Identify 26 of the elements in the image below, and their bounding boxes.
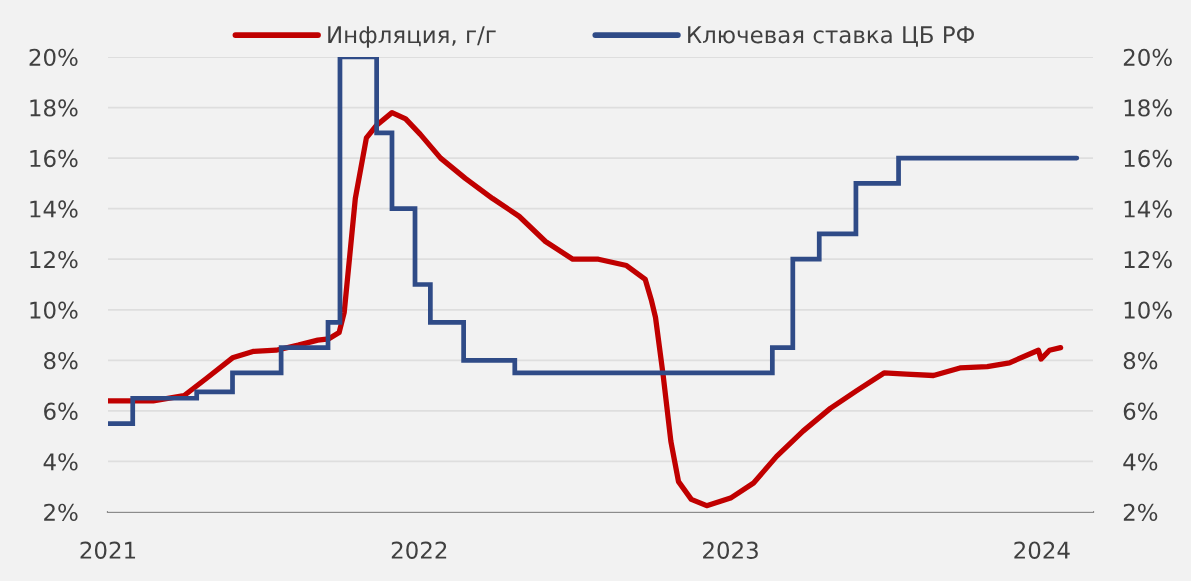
y2-tick-label: 18% bbox=[1124, 99, 1172, 117]
y2-tick-label: 14% bbox=[1124, 200, 1172, 218]
y-tick-label: 4% bbox=[43, 453, 78, 471]
y-tick-label: 10% bbox=[30, 301, 78, 319]
y2-tick-label: 2% bbox=[1123, 503, 1158, 522]
y-tick-label: 16% bbox=[30, 149, 78, 168]
x-tick-label: 2022 bbox=[391, 541, 447, 559]
y-tick-label: 20% bbox=[29, 48, 78, 67]
y2-tick-label: 4% bbox=[1123, 453, 1158, 471]
x-tick-label: 2024 bbox=[1014, 541, 1070, 559]
y-tick-label: 12% bbox=[30, 250, 78, 269]
x-tick-label: 2023 bbox=[703, 541, 758, 559]
y-tick-label: 2% bbox=[44, 503, 78, 522]
y-tick-label: 18% bbox=[30, 99, 78, 117]
legend-label: Инфляция, г/г bbox=[328, 26, 496, 48]
y2-tick-label: 12% bbox=[1124, 250, 1172, 269]
y2-tick-label: 20% bbox=[1123, 48, 1172, 67]
y-tick-label: 8% bbox=[44, 352, 78, 370]
y2-tick-label: 8% bbox=[1123, 352, 1158, 370]
y2-tick-label: 16% bbox=[1124, 149, 1172, 168]
y2-tick-label: 6% bbox=[1123, 402, 1158, 420]
legend-label: Ключевая ставка ЦБ РФ bbox=[688, 26, 974, 47]
y-tick-label: 6% bbox=[44, 402, 78, 420]
y2-tick-label: 10% bbox=[1124, 301, 1172, 319]
x-tick-label: 2021 bbox=[80, 541, 136, 559]
y-tick-label: 14% bbox=[30, 200, 78, 218]
